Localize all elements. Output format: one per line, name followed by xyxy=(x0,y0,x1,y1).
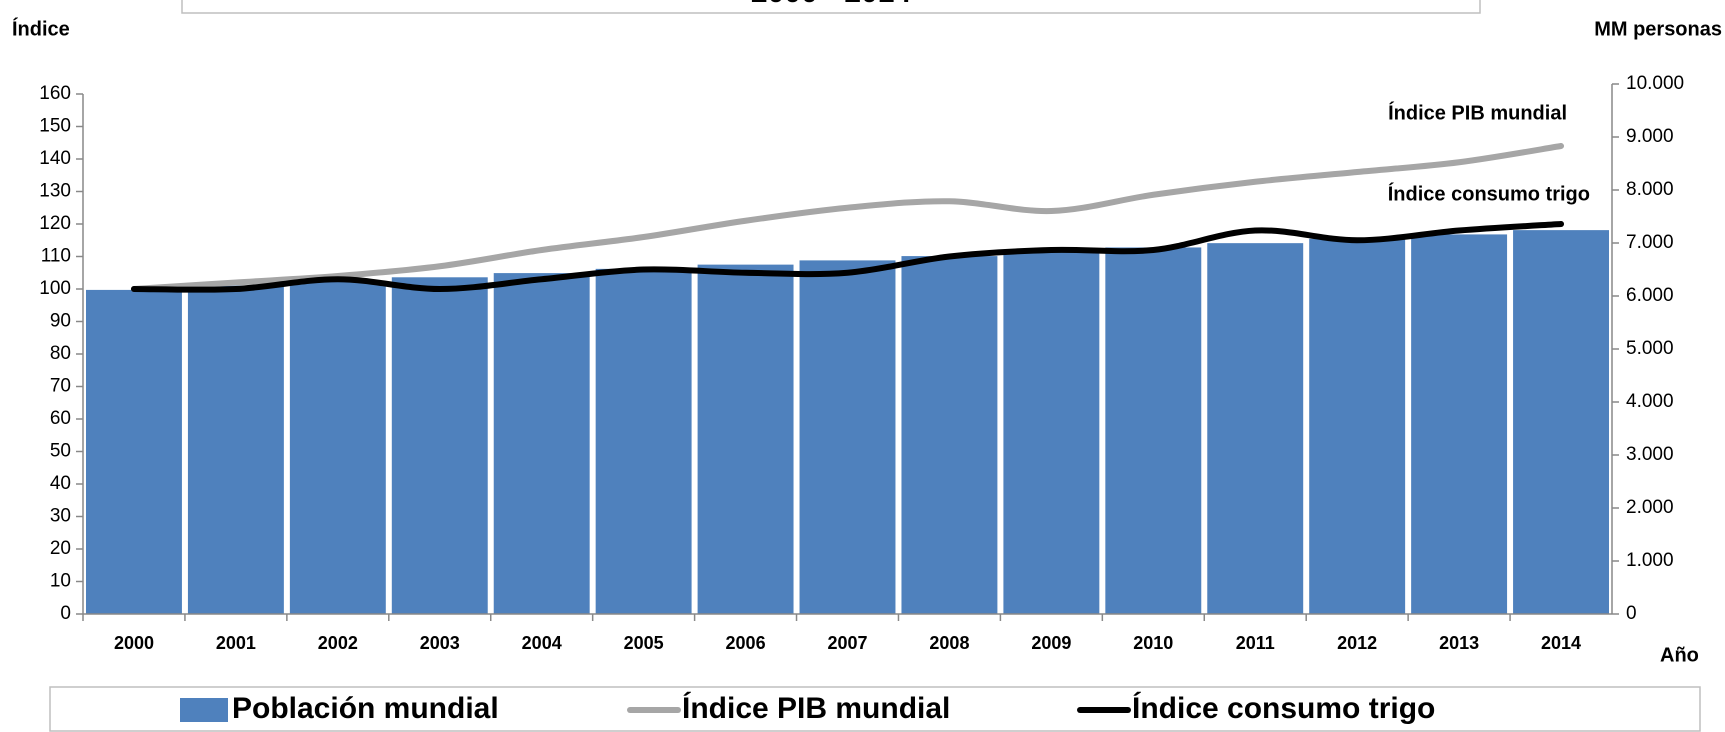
legend-box xyxy=(49,686,1701,732)
y-tick-label: 130 xyxy=(39,181,71,202)
line xyxy=(130,221,1565,293)
x-tick-label: 2010 xyxy=(1133,633,1173,653)
y-tick-label: 140 xyxy=(39,148,71,169)
y-tick-label: 30 xyxy=(50,506,71,527)
x-tick-label: 2013 xyxy=(1439,633,1479,653)
x-tick-label: 2005 xyxy=(624,633,664,653)
y-tick-label: 80 xyxy=(50,343,71,364)
y-tick-label: 10 xyxy=(50,571,71,592)
y2-tick-label: 10.000 xyxy=(1626,73,1684,94)
y2-tick-label: 4.000 xyxy=(1626,391,1674,412)
x-tick-label: 2003 xyxy=(420,633,460,653)
y2-tick-label: 3.000 xyxy=(1626,444,1674,465)
y2-tick-label: 5.000 xyxy=(1626,338,1674,359)
bar xyxy=(1309,238,1406,614)
bar xyxy=(1207,243,1304,614)
y-tick-label: 110 xyxy=(41,246,71,267)
line xyxy=(130,143,1565,292)
bar xyxy=(595,268,692,614)
legend-label: Población mundial xyxy=(232,692,499,725)
x-tick-label: 2007 xyxy=(827,633,867,653)
y2-tick-label: 2.000 xyxy=(1626,497,1674,518)
annotation: Índice PIB mundial xyxy=(1388,101,1567,124)
bar xyxy=(901,256,998,614)
y-tick-label: 50 xyxy=(50,441,71,462)
x-tick-label: 2001 xyxy=(216,633,256,653)
y-tick-label: 90 xyxy=(50,311,71,332)
y-tick-label: 160 xyxy=(39,83,71,104)
x-tick-label: 2011 xyxy=(1236,633,1275,653)
bar xyxy=(187,285,284,614)
x-tick-label: 2004 xyxy=(522,633,562,653)
bar xyxy=(697,264,794,614)
y-tick-label: 120 xyxy=(39,213,71,234)
x-tick-label: 2012 xyxy=(1337,633,1377,653)
bar xyxy=(1411,234,1508,614)
legend-label: Índice PIB mundial xyxy=(682,691,950,725)
y2-tick-label: 9.000 xyxy=(1626,126,1674,147)
bar xyxy=(1513,230,1609,614)
bar xyxy=(289,281,386,614)
y-tick-label: 70 xyxy=(50,376,71,397)
y-tick-label: 20 xyxy=(50,538,71,559)
bar xyxy=(1003,251,1100,614)
x-tick-label: 2009 xyxy=(1031,633,1071,653)
x-tick-label: 2014 xyxy=(1541,633,1581,653)
bar xyxy=(493,273,590,614)
chart-title: 2000 - 2014 xyxy=(751,0,911,9)
y2-tick-label: 1.000 xyxy=(1626,550,1674,571)
y-tick-label: 40 xyxy=(50,473,71,494)
x-tick-label: 2002 xyxy=(318,633,358,653)
y-axis-label: Índice xyxy=(12,17,70,40)
y2-tick-label: 8.000 xyxy=(1626,179,1674,200)
x-axis-label: Año xyxy=(1660,644,1699,666)
title-box xyxy=(181,0,1481,14)
y2-tick-label: 6.000 xyxy=(1626,285,1674,306)
y-tick-label: 150 xyxy=(39,116,71,137)
legend-label: Índice consumo trigo xyxy=(1132,691,1435,725)
x-tick-label: 2000 xyxy=(114,633,154,653)
bar xyxy=(391,277,488,614)
annotation: Índice consumo trigo xyxy=(1388,182,1590,205)
legend-marker xyxy=(180,698,228,722)
y2-tick-label: 0 xyxy=(1626,603,1637,624)
bar xyxy=(86,289,182,614)
x-tick-label: 2008 xyxy=(929,633,969,653)
y-tick-label: 60 xyxy=(50,408,71,429)
x-tick-label: 2006 xyxy=(726,633,766,653)
y-tick-label: 100 xyxy=(39,278,71,299)
bar xyxy=(1105,247,1202,614)
y2-tick-label: 7.000 xyxy=(1626,232,1674,253)
y-tick-label: 0 xyxy=(60,603,71,624)
bar xyxy=(799,260,896,614)
y2-axis-label: MM personas xyxy=(1594,18,1722,40)
